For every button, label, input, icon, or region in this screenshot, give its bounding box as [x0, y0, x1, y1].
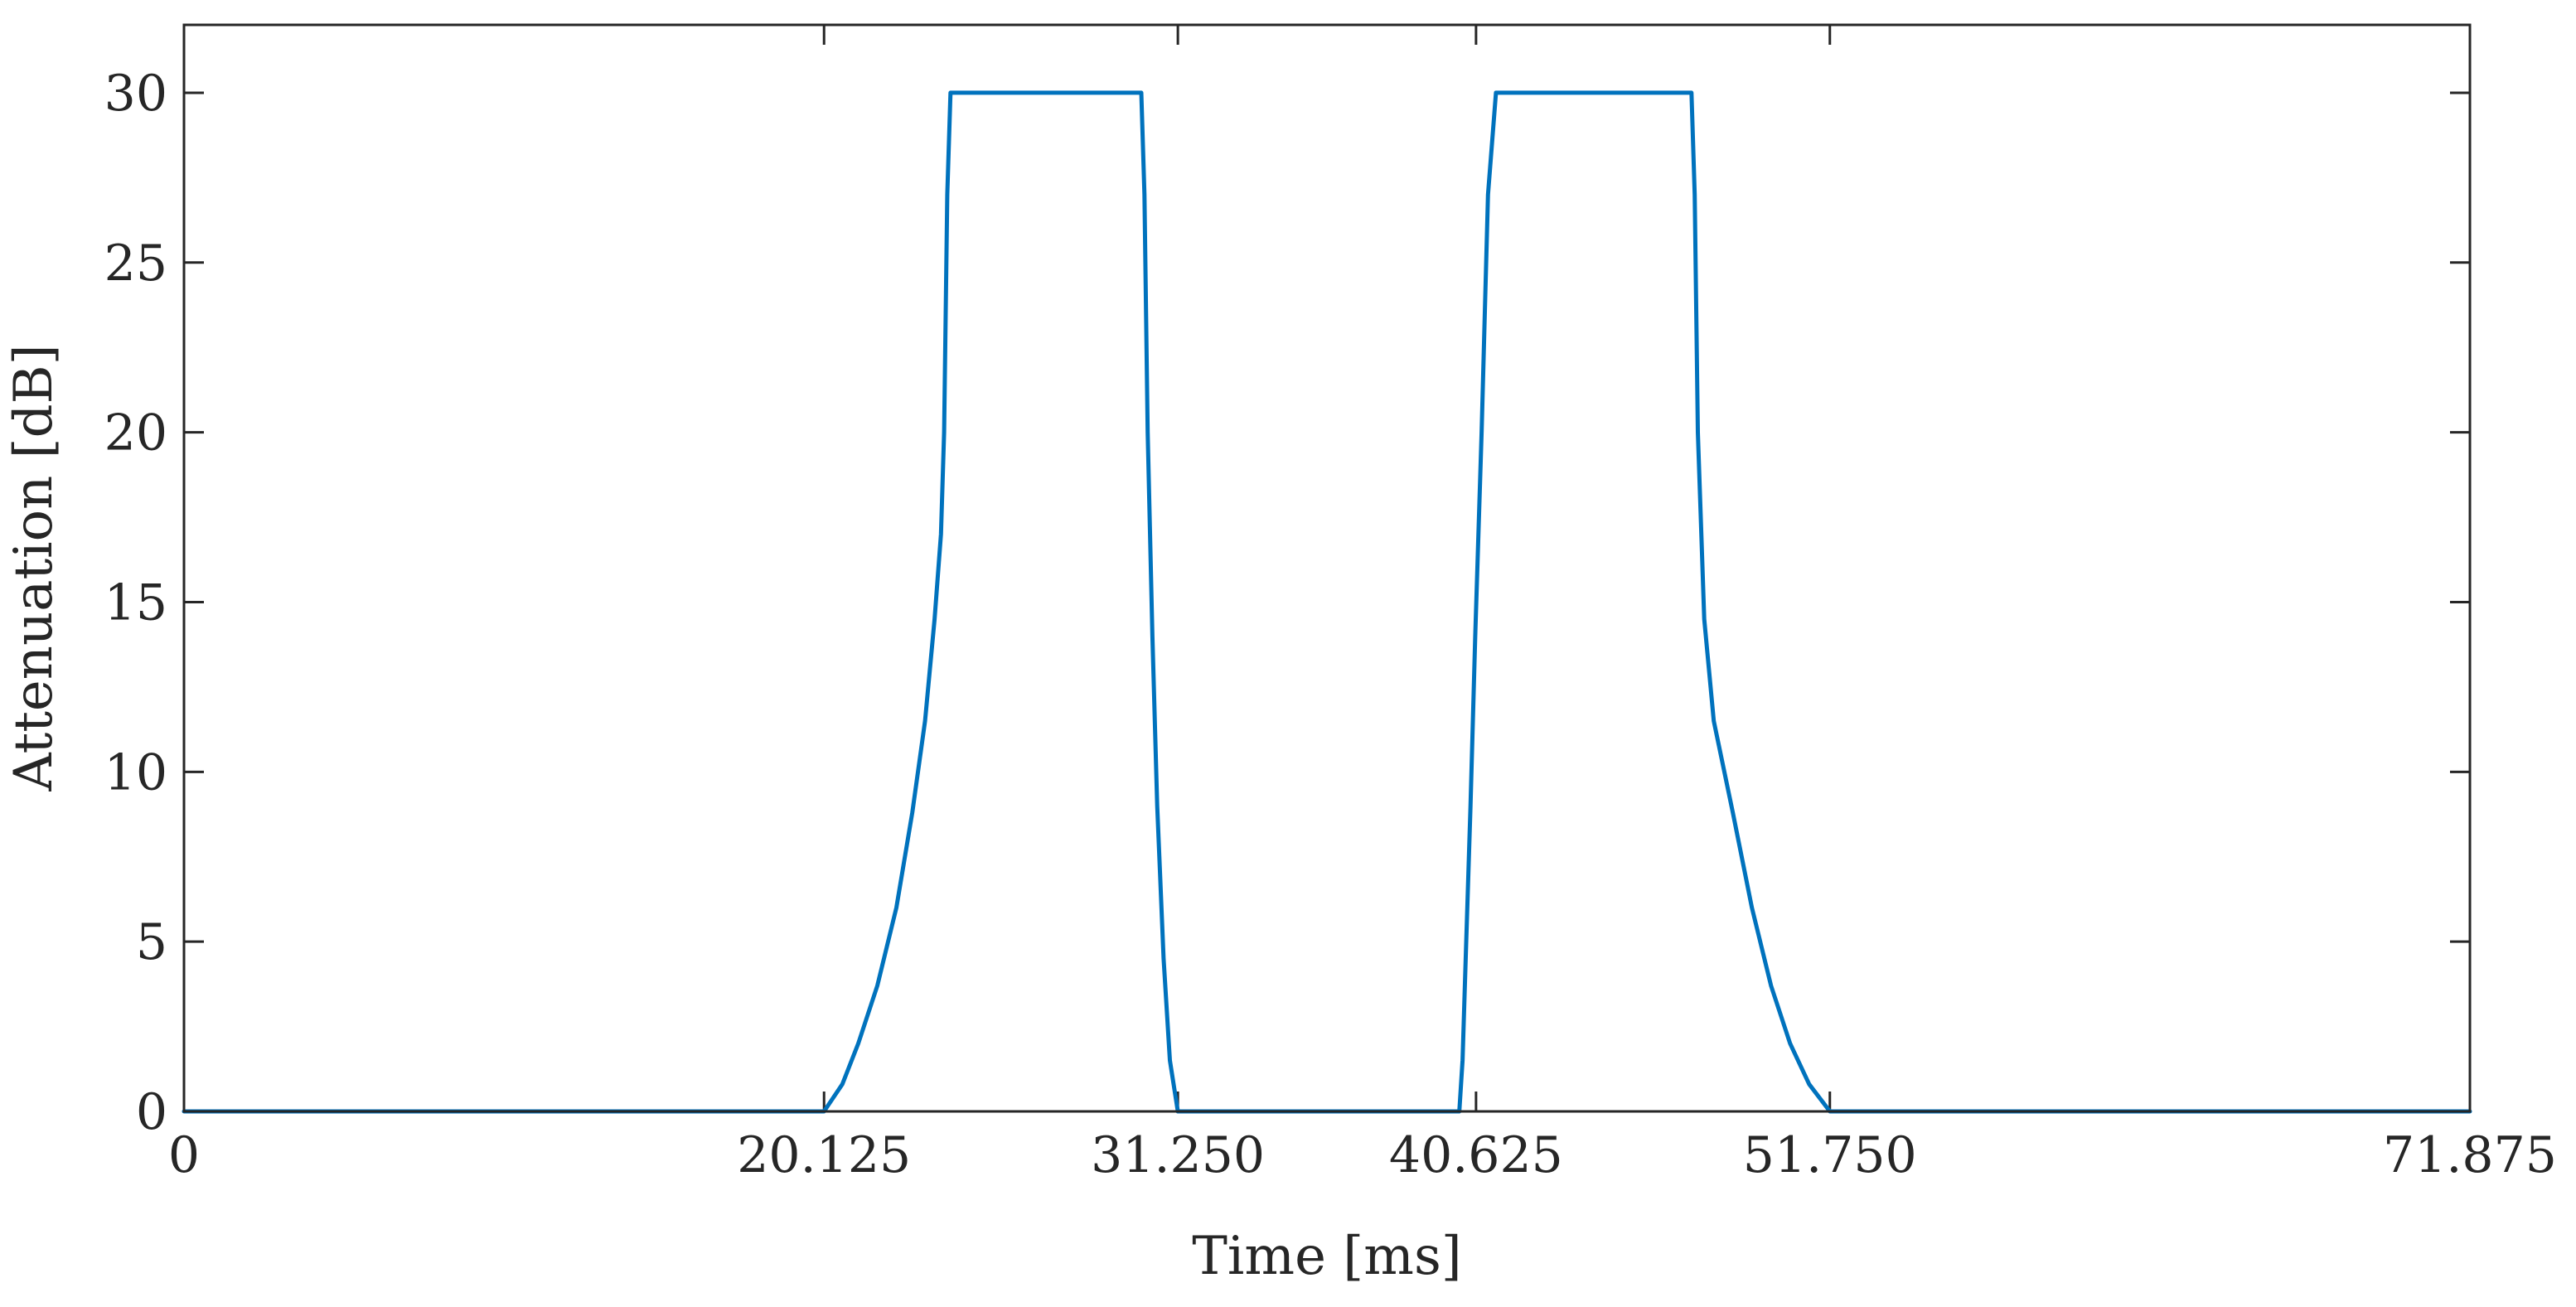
plot-area [184, 25, 2470, 1111]
x-tick-label: 20.125 [737, 1126, 911, 1184]
y-tick-label: 25 [104, 235, 167, 293]
x-tick-label: 31.250 [1091, 1126, 1265, 1184]
axes-box [182, 23, 2472, 1113]
x-tick-label: 51.750 [1743, 1126, 1917, 1184]
x-tick-label: 0 [168, 1126, 200, 1184]
y-tick-label: 20 [104, 404, 167, 462]
x-tick-label: 71.875 [2383, 1126, 2557, 1184]
x-axis-label: Time [ms] [1192, 1226, 1462, 1287]
y-tick-label: 5 [136, 913, 167, 971]
y-tick-label: 0 [136, 1083, 167, 1141]
y-axis-label: Attenuation [dB] [3, 344, 65, 791]
tick-labels-layer: 0 20.125 31.250 40.625 51.750 71.875 0 5 10 15 20 2… [104, 65, 2557, 1184]
y-tick-label: 30 [104, 65, 167, 123]
y-tick-label: 10 [104, 743, 167, 801]
y-tick-label: 15 [104, 574, 167, 632]
x-tick-label: 40.625 [1389, 1126, 1563, 1184]
